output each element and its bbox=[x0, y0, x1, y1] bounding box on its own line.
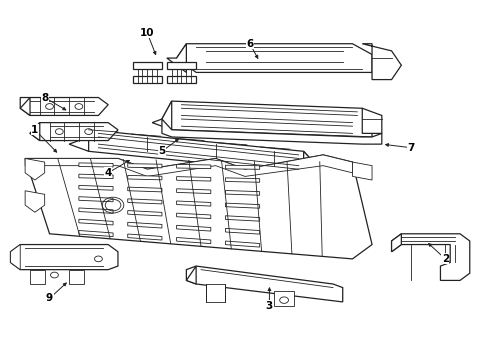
Polygon shape bbox=[133, 62, 162, 69]
Polygon shape bbox=[10, 244, 20, 270]
Polygon shape bbox=[176, 44, 372, 72]
Polygon shape bbox=[225, 165, 260, 169]
Polygon shape bbox=[79, 219, 113, 225]
Polygon shape bbox=[79, 163, 113, 167]
Polygon shape bbox=[128, 175, 162, 180]
Text: 5: 5 bbox=[158, 146, 166, 156]
Polygon shape bbox=[304, 151, 314, 173]
Polygon shape bbox=[79, 185, 113, 190]
Polygon shape bbox=[167, 62, 196, 69]
Polygon shape bbox=[128, 164, 162, 168]
Text: 8: 8 bbox=[41, 93, 49, 103]
Polygon shape bbox=[162, 101, 372, 137]
Polygon shape bbox=[10, 244, 118, 270]
Polygon shape bbox=[79, 174, 113, 179]
Polygon shape bbox=[186, 266, 196, 284]
Polygon shape bbox=[176, 165, 211, 168]
Text: 2: 2 bbox=[441, 254, 449, 264]
Polygon shape bbox=[162, 119, 382, 144]
Text: 10: 10 bbox=[140, 28, 154, 38]
Polygon shape bbox=[225, 178, 260, 182]
Polygon shape bbox=[79, 197, 113, 202]
Polygon shape bbox=[25, 191, 45, 212]
Polygon shape bbox=[30, 123, 40, 140]
Polygon shape bbox=[20, 98, 108, 116]
Polygon shape bbox=[225, 190, 260, 195]
Polygon shape bbox=[133, 76, 162, 83]
Polygon shape bbox=[167, 76, 196, 83]
Text: 9: 9 bbox=[46, 293, 53, 303]
Polygon shape bbox=[79, 230, 113, 237]
Polygon shape bbox=[69, 130, 89, 151]
Polygon shape bbox=[206, 284, 225, 302]
Text: 3: 3 bbox=[266, 301, 273, 311]
Polygon shape bbox=[20, 98, 30, 116]
Polygon shape bbox=[362, 44, 401, 80]
Polygon shape bbox=[362, 108, 382, 134]
Polygon shape bbox=[25, 155, 372, 259]
Polygon shape bbox=[79, 130, 314, 173]
Text: 7: 7 bbox=[408, 143, 415, 153]
Polygon shape bbox=[176, 213, 211, 219]
Polygon shape bbox=[274, 291, 294, 306]
Polygon shape bbox=[392, 234, 470, 280]
Polygon shape bbox=[186, 266, 343, 302]
Polygon shape bbox=[167, 44, 186, 72]
Text: 6: 6 bbox=[246, 39, 253, 49]
Polygon shape bbox=[128, 199, 162, 204]
Polygon shape bbox=[225, 241, 260, 247]
Text: 4: 4 bbox=[104, 168, 112, 178]
Polygon shape bbox=[392, 234, 401, 252]
Polygon shape bbox=[352, 162, 372, 180]
Polygon shape bbox=[128, 211, 162, 216]
Polygon shape bbox=[128, 234, 162, 240]
Polygon shape bbox=[128, 187, 162, 192]
Polygon shape bbox=[176, 238, 211, 244]
Polygon shape bbox=[176, 189, 211, 194]
Polygon shape bbox=[30, 270, 45, 284]
Polygon shape bbox=[152, 101, 171, 130]
Polygon shape bbox=[176, 201, 211, 206]
Polygon shape bbox=[69, 270, 84, 284]
Polygon shape bbox=[225, 203, 260, 208]
Polygon shape bbox=[176, 225, 211, 231]
Polygon shape bbox=[30, 123, 118, 140]
Text: 1: 1 bbox=[31, 125, 39, 135]
Polygon shape bbox=[225, 216, 260, 221]
Polygon shape bbox=[128, 222, 162, 228]
Polygon shape bbox=[25, 158, 45, 180]
Polygon shape bbox=[225, 228, 260, 234]
Polygon shape bbox=[25, 155, 352, 176]
Polygon shape bbox=[176, 177, 211, 181]
Polygon shape bbox=[79, 208, 113, 213]
